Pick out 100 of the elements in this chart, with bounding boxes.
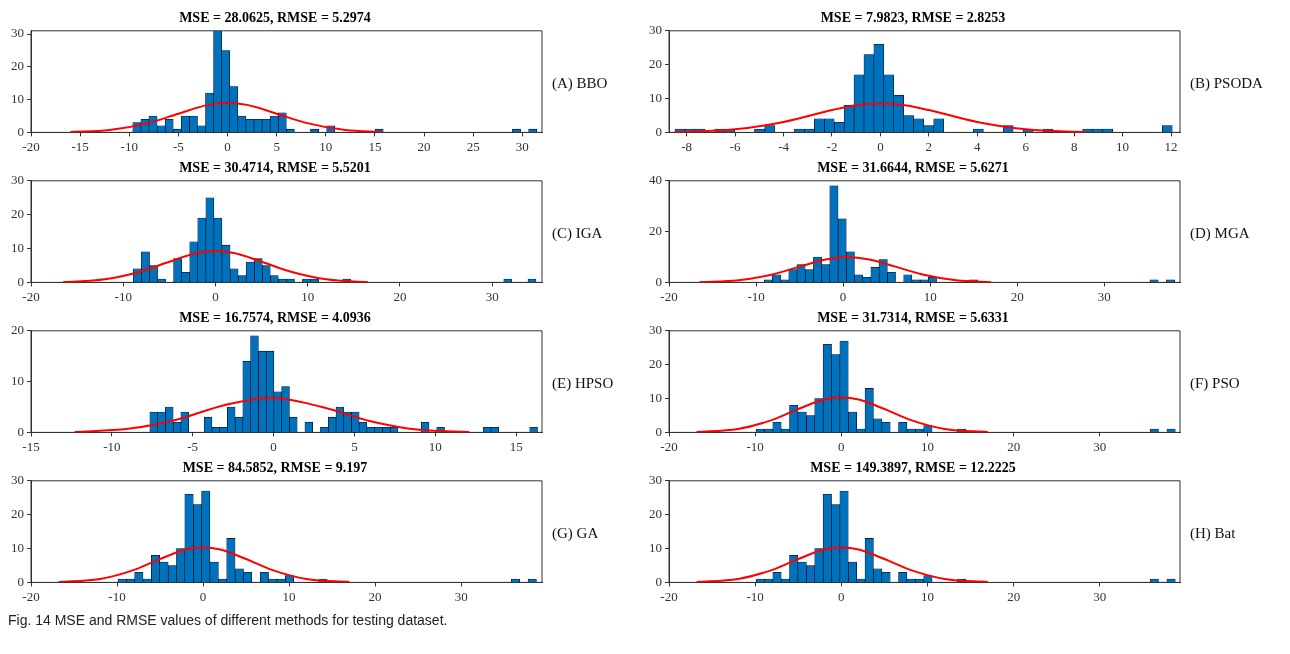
x-tick-label: 0 xyxy=(838,588,845,604)
y-tick-label: 30 xyxy=(649,322,662,338)
y-tick-label: 40 xyxy=(649,172,662,188)
x-tick-label: 20 xyxy=(1007,588,1021,604)
y-tick-label: 30 xyxy=(11,472,24,488)
chart-title: MSE = 7.9823, RMSE = 2.8253 xyxy=(820,10,1006,26)
x-tick-label: 0 xyxy=(199,588,207,604)
x-tick-label: -6 xyxy=(729,138,742,154)
x-tick-label: 30 xyxy=(485,288,499,304)
x-tick-label: 20 xyxy=(1010,288,1024,304)
x-tick-label: 30 xyxy=(1093,438,1107,454)
line-series xyxy=(69,101,383,133)
x-tick-label: 6 xyxy=(1022,138,1030,154)
x-tick-label: -20 xyxy=(660,438,678,454)
x-tick-label: 25 xyxy=(466,138,480,154)
line-series xyxy=(57,546,351,583)
y-tick-label: 0 xyxy=(17,123,24,139)
x-tick-label: 10 xyxy=(282,588,296,604)
text: (A) BBO xyxy=(551,74,609,92)
y-tick-label: 10 xyxy=(649,539,662,555)
x-tick-label: -4 xyxy=(778,138,790,154)
x-tick-label: 0 xyxy=(270,438,277,454)
x-tick-label: 0 xyxy=(838,438,845,454)
x-tick-label: 4 xyxy=(974,138,982,154)
y-tick-label: 0 xyxy=(655,423,662,439)
y-tick-label: 10 xyxy=(649,89,662,105)
x-tick-label: -20 xyxy=(22,588,40,604)
x-tick-label: -10 xyxy=(108,588,126,604)
y-tick-label: 0 xyxy=(655,273,662,289)
chart-title: MSE = 149.3897, RMSE = 12.2225 xyxy=(810,460,1016,476)
y-tick-label: 20 xyxy=(649,223,662,239)
x-tick-label: 0 xyxy=(224,138,231,154)
x-tick-label: 10 xyxy=(319,138,333,154)
x-tick-label: 0 xyxy=(212,288,219,304)
chart-title: MSE = 31.7314, RMSE = 5.6331 xyxy=(817,310,1009,326)
x-tick-label: -20 xyxy=(22,288,40,304)
line-series xyxy=(695,546,989,583)
y-tick-label: 20 xyxy=(11,322,24,338)
x-tick-label: 10 xyxy=(428,438,442,454)
x-tick-label: 30 xyxy=(1097,288,1111,304)
x-tick-label: 15 xyxy=(368,138,382,154)
y-tick-label: 30 xyxy=(11,25,24,41)
x-tick-label: 30 xyxy=(1093,588,1107,604)
x-tick-label: 15 xyxy=(509,438,523,454)
text: (G) GA xyxy=(551,524,600,542)
x-tick-label: -5 xyxy=(172,138,184,154)
x-tick-label: 8 xyxy=(1070,138,1078,154)
chart-title: MSE = 31.6644, RMSE = 5.6271 xyxy=(817,160,1009,176)
x-tick-label: -10 xyxy=(746,588,764,604)
line-series xyxy=(695,396,989,433)
x-tick-label: -2 xyxy=(826,138,838,154)
y-tick-label: 20 xyxy=(11,58,24,74)
text: (D) MGA xyxy=(1189,224,1251,242)
x-tick-label: 10 xyxy=(923,288,937,304)
line-series xyxy=(73,396,471,433)
y-tick-label: 10 xyxy=(649,389,662,405)
x-tick-label: 20 xyxy=(417,138,431,154)
x-tick-label: 10 xyxy=(301,288,315,304)
y-tick-label: 20 xyxy=(11,506,24,522)
x-tick-label: 2 xyxy=(925,138,933,154)
y-tick-label: 10 xyxy=(11,373,24,389)
text: (B) PSODA xyxy=(1189,74,1264,92)
x-tick-label: 10 xyxy=(921,588,935,604)
y-tick-label: 0 xyxy=(17,573,24,589)
chart-title: MSE = 30.4714, RMSE = 5.5201 xyxy=(179,160,371,176)
y-tick-label: 20 xyxy=(11,206,24,222)
chart-title: MSE = 16.7574, RMSE = 4.0936 xyxy=(179,310,371,326)
caption: Fig. 14 MSE and RMSE values of different methods for testing dataset. xyxy=(8,612,449,628)
x-tick-label: 20 xyxy=(393,288,407,304)
x-tick-label: 0 xyxy=(877,138,884,154)
x-tick-label: -10 xyxy=(120,138,138,154)
x-tick-label: -10 xyxy=(747,288,765,304)
y-tick-label: 20 xyxy=(649,56,662,72)
y-tick-label: 30 xyxy=(649,22,662,38)
y-tick-label: 20 xyxy=(649,356,662,372)
x-tick-label: -15 xyxy=(71,138,89,154)
y-tick-label: 20 xyxy=(649,506,662,522)
y-tick-label: 10 xyxy=(11,539,24,555)
x-tick-label: 20 xyxy=(1007,438,1021,454)
text: (H) Bat xyxy=(1189,524,1237,542)
x-tick-label: 10 xyxy=(921,438,935,454)
x-tick-label: 10 xyxy=(1116,138,1130,154)
y-tick-label: 10 xyxy=(11,91,24,107)
chart-title: MSE = 84.5852, RMSE = 9.197 xyxy=(182,460,368,476)
y-tick-label: 30 xyxy=(649,472,662,488)
x-tick-label: 12 xyxy=(1164,138,1178,154)
line-series xyxy=(698,256,993,283)
y-tick-label: 0 xyxy=(17,273,24,289)
x-tick-label: -15 xyxy=(22,438,40,454)
x-tick-label: -20 xyxy=(660,588,678,604)
x-tick-label: 5 xyxy=(351,438,358,454)
x-tick-label: 30 xyxy=(515,138,529,154)
text: (C) IGA xyxy=(551,224,604,242)
chart-title: MSE = 28.0625, RMSE = 5.2974 xyxy=(179,10,371,26)
x-tick-label: -10 xyxy=(114,288,132,304)
x-tick-label: 20 xyxy=(368,588,382,604)
x-tick-label: -8 xyxy=(681,138,693,154)
y-tick-label: 0 xyxy=(655,573,662,589)
text: (F) PSO xyxy=(1189,374,1241,392)
x-tick-label: -20 xyxy=(660,288,678,304)
